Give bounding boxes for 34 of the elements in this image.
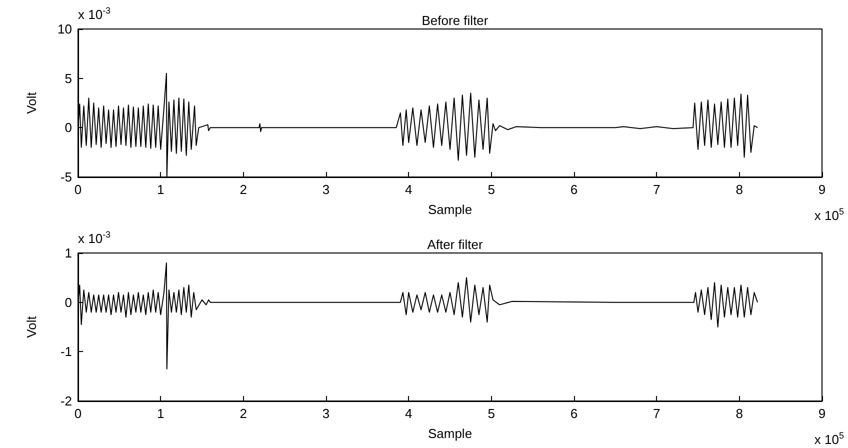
y-tick-label: -1 xyxy=(60,344,72,360)
x-tick-label: 8 xyxy=(736,406,743,421)
x-axis-title: Sample xyxy=(428,426,472,441)
y-tick-label: 0 xyxy=(64,120,72,136)
x-tick-label: 0 xyxy=(74,406,82,421)
x-tick-label: 7 xyxy=(653,182,660,197)
y-tick-label: 1 xyxy=(64,246,72,260)
x-tick-label: 4 xyxy=(405,182,412,197)
y-tick-label: 0 xyxy=(64,294,72,310)
x-tick-label: 9 xyxy=(818,406,826,421)
x-tick-label: 3 xyxy=(322,182,330,197)
chart-title: Before filter xyxy=(422,13,489,28)
x-tick-label: 7 xyxy=(653,406,660,421)
x-tick-label: 3 xyxy=(322,406,330,421)
x-tick-label: 0 xyxy=(74,182,82,197)
x-tick-label: 9 xyxy=(818,182,826,197)
x-tick-label: 6 xyxy=(570,406,578,421)
x-axis-title: Sample xyxy=(428,202,472,217)
x-tick-label: 1 xyxy=(157,182,164,197)
chart-title: After filter xyxy=(427,237,484,252)
y-tick-label: -5 xyxy=(60,170,72,184)
y-axis-title: Volt xyxy=(24,92,39,114)
x-tick-label: 2 xyxy=(240,182,247,197)
y-axis-title: Volt xyxy=(24,316,39,338)
x-tick-label: 5 xyxy=(488,182,495,197)
x-tick-label: 4 xyxy=(405,406,412,421)
y-tick-label: 5 xyxy=(64,70,72,86)
x-tick-label: 5 xyxy=(488,406,495,421)
x-tick-label: 6 xyxy=(570,182,578,197)
x-tick-label: 2 xyxy=(240,406,247,421)
y-tick-label: -2 xyxy=(60,394,72,408)
x-tick-label: 1 xyxy=(157,406,164,421)
y-tick-label: 10 xyxy=(58,22,72,36)
x-tick-label: 8 xyxy=(736,182,743,197)
